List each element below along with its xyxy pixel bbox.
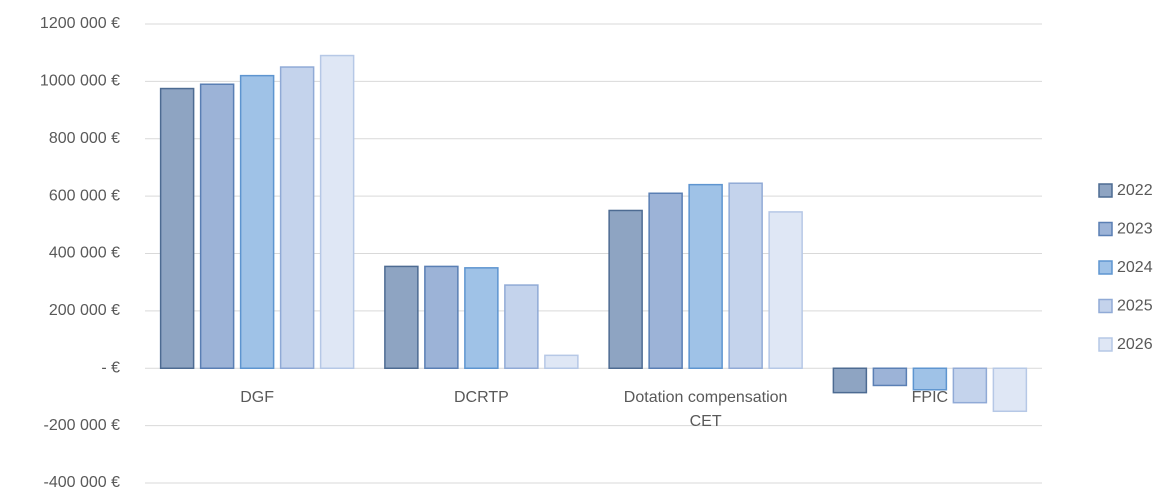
bar xyxy=(648,192,683,369)
legend-swatch xyxy=(1098,298,1113,314)
bar xyxy=(544,354,579,370)
legend-label: 2025 xyxy=(1117,298,1153,315)
legend-label: 2024 xyxy=(1117,259,1153,276)
legend-label: 2026 xyxy=(1117,336,1153,353)
bar xyxy=(728,182,763,369)
legend-swatch xyxy=(1098,221,1113,237)
legend-swatch xyxy=(1098,183,1113,198)
bar xyxy=(159,87,195,369)
bar xyxy=(239,74,275,369)
bar xyxy=(504,284,539,369)
bar xyxy=(992,367,1028,413)
bar xyxy=(952,367,988,404)
y-tick-label: 1000 000 € xyxy=(40,73,120,90)
legend-swatch xyxy=(1098,260,1113,275)
y-tick-label: - € xyxy=(101,359,120,376)
bar xyxy=(872,367,908,387)
y-tick-label: 200 000 € xyxy=(49,302,120,319)
x-tick-label: DCRTP xyxy=(453,389,509,407)
x-tick-label: DGF xyxy=(240,389,275,407)
legend-label: 2023 xyxy=(1117,221,1153,238)
x-tick-label: FPIC xyxy=(911,389,949,407)
bar xyxy=(464,267,499,369)
y-tick-label: 600 000 € xyxy=(49,187,120,204)
legend-swatch xyxy=(1098,337,1113,352)
y-tick-label: 400 000 € xyxy=(49,245,120,262)
x-tick-label: Dotation compensation CET xyxy=(623,389,788,431)
legend-label: 2022 xyxy=(1117,182,1153,199)
bar xyxy=(199,83,235,370)
bar xyxy=(319,54,355,370)
y-tick-label: 1200 000 € xyxy=(40,15,120,32)
bar xyxy=(608,209,643,369)
y-tick-label: -400 000 € xyxy=(43,474,120,491)
bar xyxy=(688,183,723,369)
bar xyxy=(424,265,459,369)
y-tick-label: -200 000 € xyxy=(43,417,120,434)
bar xyxy=(768,211,803,369)
bar xyxy=(279,66,315,369)
y-tick-label: 800 000 € xyxy=(49,130,120,147)
bar xyxy=(912,367,948,391)
bar xyxy=(832,367,868,394)
bar xyxy=(384,265,419,369)
